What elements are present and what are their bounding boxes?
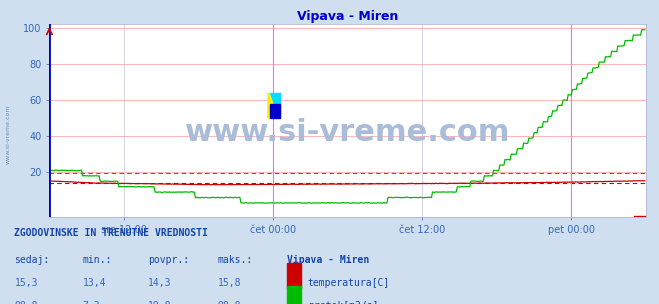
Title: Vipava - Miren: Vipava - Miren [297,10,398,23]
Text: povpr.:: povpr.: [148,255,189,265]
Text: www.si-vreme.com: www.si-vreme.com [185,118,510,147]
Text: 14,3: 14,3 [148,278,172,288]
Bar [270,104,280,118]
Polygon shape [268,93,280,118]
Text: 98,8: 98,8 [14,301,38,304]
Bar [287,286,301,304]
Polygon shape [270,93,280,118]
Text: 98,8: 98,8 [217,301,241,304]
Text: pretok[m3/s]: pretok[m3/s] [308,301,378,304]
Text: ZGODOVINSKE IN TRENUTNE VREDNOSTI: ZGODOVINSKE IN TRENUTNE VREDNOSTI [14,229,208,238]
Text: 13,4: 13,4 [82,278,106,288]
Text: Vipava - Miren: Vipava - Miren [287,255,369,265]
Text: www.si-vreme.com: www.si-vreme.com [5,104,11,164]
Text: sedaj:: sedaj: [14,255,49,265]
Text: 7,3: 7,3 [82,301,100,304]
Text: maks.:: maks.: [217,255,252,265]
Text: 15,8: 15,8 [217,278,241,288]
Text: temperatura[C]: temperatura[C] [308,278,390,288]
Text: 15,3: 15,3 [14,278,38,288]
Text: 19,8: 19,8 [148,301,172,304]
Bar [287,263,301,288]
Text: min.:: min.: [82,255,112,265]
